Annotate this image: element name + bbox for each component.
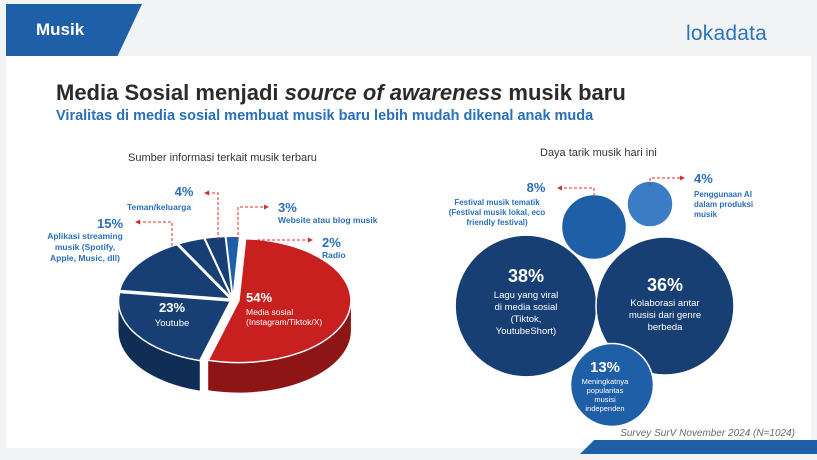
bubble-desc-label: (Tiktok, bbox=[511, 314, 542, 325]
bubble-desc-label: Kolaborasi antar bbox=[630, 298, 699, 309]
pie-slice-desc-label: Website atau blog musik bbox=[278, 215, 378, 225]
footer-bar bbox=[580, 440, 817, 454]
pie-slice-pct-label: 2% bbox=[322, 235, 341, 250]
pie-slice-desc-label: Media sosial bbox=[246, 307, 293, 317]
pie-slice bbox=[207, 237, 352, 364]
pie-slice-desc-label: Radio bbox=[322, 250, 346, 260]
bubble-desc-label: YoutubeShort) bbox=[496, 326, 556, 337]
callout-arrow bbox=[649, 175, 685, 186]
pie-chart-title: Sumber informasi terkait musik terbaru bbox=[128, 152, 317, 164]
pie-slice-desc-label: Apple, Music, dll) bbox=[50, 253, 120, 263]
pie-slice-desc-label: Aplikasi streaming bbox=[47, 231, 123, 241]
pie-slice-pct-label: 54% bbox=[246, 290, 272, 305]
bubble-pct-label: 4% bbox=[694, 171, 713, 186]
page-title: Media Sosial menjadi source of awareness… bbox=[56, 80, 626, 106]
callout-arrow bbox=[257, 237, 313, 246]
bubble-desc-label: Meningkatnya bbox=[582, 377, 630, 386]
bubble-desc-label: Festival musik tematik bbox=[454, 198, 540, 207]
bubble-desc-label: berbeda bbox=[648, 322, 684, 333]
section-tag bbox=[6, 4, 142, 56]
bubble-chart-title: Daya tarik musik hari ini bbox=[540, 147, 657, 159]
bubble-pct-label: 13% bbox=[590, 359, 620, 376]
pie-slice bbox=[118, 243, 233, 300]
bubble-desc-label: musik bbox=[694, 210, 718, 219]
pie-slice-wall bbox=[118, 300, 200, 391]
pie-slice-pct-label: 23% bbox=[159, 300, 185, 315]
title-prefix: Media Sosial menjadi bbox=[56, 80, 285, 105]
lokadata-logo: lokadata bbox=[686, 22, 767, 45]
bubble-desc-label: di media sosial bbox=[495, 302, 558, 313]
pie-slice-pct-label: 3% bbox=[278, 200, 297, 215]
callout-arrow bbox=[135, 219, 173, 246]
bubble-desc-label: musisi bbox=[594, 395, 616, 404]
pie-slice bbox=[117, 291, 232, 362]
bubble bbox=[626, 180, 674, 228]
pie-slice-pct-label: 15% bbox=[97, 216, 123, 231]
title-suffix: musik baru bbox=[502, 80, 626, 105]
pie-chart: 54% Media sosial(Instagram/Tiktok/X) 23% Yo… bbox=[47, 184, 378, 393]
pie-slice-pct-label: 4% bbox=[175, 184, 194, 199]
bubble-desc-label: independen bbox=[585, 404, 624, 413]
page-subtitle: Viralitas di media sosial membuat musik … bbox=[56, 108, 594, 124]
bubble-desc-label: dalam produksi bbox=[694, 200, 753, 209]
section-tag-label: Musik bbox=[36, 20, 85, 39]
pie-slice-desc-label: musik (Spotify, bbox=[55, 242, 115, 252]
callout-arrow bbox=[557, 185, 595, 196]
bubble bbox=[560, 193, 628, 261]
pie-slice-desc-label: (Instagram/Tiktok/X) bbox=[246, 317, 322, 327]
bubble-desc-label: Penggunaan AI bbox=[694, 190, 752, 199]
bubble-desc-label: (Festival musik lokal, eco bbox=[449, 208, 546, 217]
bubble-desc-label: popularitas bbox=[587, 386, 624, 395]
bubble bbox=[595, 236, 735, 376]
bubble bbox=[569, 342, 655, 428]
title-italic: source of awareness bbox=[284, 80, 503, 105]
bubble-desc-label: Lagu yang viral bbox=[494, 290, 558, 301]
source-note: Survey SurV November 2024 (N=1024) bbox=[620, 428, 795, 439]
pie-slice bbox=[224, 235, 241, 299]
pie-slice-wall bbox=[208, 300, 351, 393]
pie-slice-desc-label: Youtube bbox=[155, 318, 190, 329]
bubble-desc-label: musisi dari genre bbox=[629, 310, 701, 321]
bubble-pct-label: 38% bbox=[508, 266, 544, 286]
pie-slice-desc-label: Teman/keluarga bbox=[127, 202, 191, 212]
callout-arrow bbox=[204, 190, 219, 240]
bubble-desc-label: friendly festival) bbox=[466, 218, 528, 227]
callout-arrow bbox=[237, 204, 269, 240]
bubble-pct-label: 36% bbox=[647, 275, 683, 295]
bubble-pct-label: 8% bbox=[527, 180, 546, 195]
